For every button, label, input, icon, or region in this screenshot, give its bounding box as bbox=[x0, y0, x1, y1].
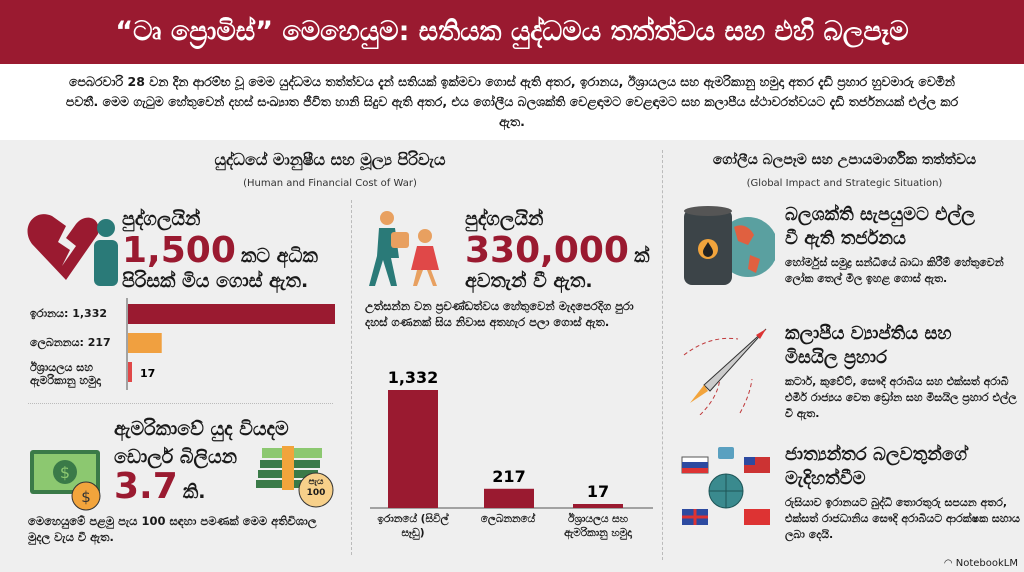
vbar-x-label: ලෙබනනයේ bbox=[480, 513, 536, 525]
hbar-label: ඊශ්‍රායලය සහ ඇමරිකානු හමුදා bbox=[30, 361, 101, 387]
money-icon: $ $ bbox=[30, 450, 101, 511]
intl-powers-title-2: මැදිහත්වීම bbox=[785, 468, 866, 489]
hbar-label: ලෙබනනය: 217 bbox=[30, 336, 111, 349]
hours-badge-number: 100 bbox=[306, 488, 326, 498]
deaths-label: පුද්ගලයින් bbox=[122, 208, 201, 230]
energy-threat-title-1: බලශක්ති සැපයුමට එල්ල bbox=[785, 204, 975, 225]
right-section-subtitle: (Global Impact and Strategic Situation) bbox=[746, 178, 943, 189]
cost-description: මෙහෙයුමේ පළමු පැය 100 සඳහා පමණක් මෙම අති… bbox=[28, 514, 317, 544]
hbar-bar bbox=[128, 304, 335, 324]
international-powers-icon bbox=[681, 447, 770, 525]
svg-text:$: $ bbox=[60, 463, 70, 482]
cost-unit: කි. bbox=[182, 481, 206, 503]
right-section-title: ගෝලීය බලපෑම සහ උපායමාර්ගික තත්ත්වය bbox=[712, 152, 977, 168]
hbar-bar bbox=[128, 362, 132, 382]
hbar-label: ඉරානය: 1,332 bbox=[30, 307, 108, 320]
intro-text: පෙබරවාරි 28 වන දින ආරම්භ වූ මෙම යුද්ධමය … bbox=[0, 64, 1024, 140]
intl-powers-desc: රුසියාව ඉරානයට බුද්ධි තොරතුරු සපයන අතර, … bbox=[785, 496, 1020, 541]
vbar-value-label: 217 bbox=[492, 467, 525, 486]
section-divider bbox=[662, 150, 663, 560]
vbar-value-label: 17 bbox=[587, 482, 609, 501]
cost-label-2: ඩොලර් බිලියන bbox=[114, 446, 238, 468]
svg-text:$: $ bbox=[81, 488, 91, 506]
title-banner: “ටෘ ප්‍රොමිස්” මෙහෙයුම: සතියක යුද්ධමය තත… bbox=[0, 0, 1024, 64]
column-divider bbox=[351, 200, 352, 555]
cost-number: 3.7 bbox=[114, 466, 178, 507]
regional-spread-desc: කටාර්, කුවේට්, සෞදි අරාබිය සහ එක්සත් අරා… bbox=[785, 375, 1017, 420]
energy-threat-title-2: වී ඇති තර්ජනය bbox=[785, 228, 906, 249]
horizontal-bar-chart: 17 bbox=[126, 298, 335, 390]
deaths-number: 1,500 bbox=[122, 230, 236, 271]
broken-heart-person-icon bbox=[27, 214, 118, 286]
missile-icon bbox=[683, 328, 767, 415]
hbar-bar bbox=[128, 333, 162, 353]
left-section-title: යුද්ධයේ මානුෂීය සහ මූල්‍ය පිරිවැය bbox=[214, 150, 446, 169]
displaced-unit: ක් bbox=[634, 245, 650, 267]
vbar-x-label: ඉරානයේ (සිවිල් සෑඩු) bbox=[377, 513, 449, 539]
vbar-bar bbox=[573, 504, 623, 508]
deaths-text: පිරිසක් මිය ගොස් ඇත. bbox=[122, 270, 309, 292]
brand-label: NotebookLM bbox=[955, 558, 1018, 569]
oil-barrel-globe-icon bbox=[684, 206, 775, 285]
regional-spread-title-2: මිසයිල ප්‍රහාර bbox=[785, 347, 887, 368]
displaced-number: 330,000 bbox=[465, 230, 629, 271]
hbar-value-label: 17 bbox=[140, 367, 155, 380]
hours-badge-label: පැය bbox=[308, 477, 324, 487]
notebooklm-logo: ◠ NotebookLM bbox=[943, 558, 1018, 569]
dotted-divider bbox=[28, 403, 333, 404]
vbar-bar bbox=[484, 488, 534, 508]
cash-stack-icon bbox=[256, 446, 334, 508]
regional-spread-title-1: කලාපීය ව්‍යාප්තිය සහ bbox=[785, 323, 952, 344]
cost-label-1: ඇමරිකාවේ යුද වියදම bbox=[114, 418, 289, 440]
vbar-x-label: ඊශ්‍රායලය සහ ඇමරිකානු හමුදා bbox=[564, 513, 632, 539]
displaced-label: පුද්ගලයින් bbox=[465, 208, 544, 230]
vbar-value-label: 1,332 bbox=[388, 368, 439, 387]
displaced-text: අවතැන් වී ඇත. bbox=[465, 270, 593, 292]
energy-threat-desc: හෝර්මුස් සමුද්‍ර සන්ධියේ බාධා කිරීම් හේත… bbox=[785, 256, 1004, 285]
vbar-bar bbox=[388, 390, 438, 508]
intl-powers-title-1: ජාත්‍යන්තර බලවතුන්ගේ bbox=[785, 444, 967, 465]
vertical-bar-chart: 1,332 217 17 bbox=[370, 368, 653, 509]
page-title: “ටෘ ප්‍රොමිස්” මෙහෙයුම: සතියක යුද්ධමය තත… bbox=[115, 16, 909, 47]
displaced-people-icon bbox=[369, 211, 439, 286]
left-section-subtitle: (Human and Financial Cost of War) bbox=[243, 178, 417, 189]
displaced-description: උත්සන්න වන ප්‍රචණ්ඩත්වය හේතුවෙන් මැදපෙරද… bbox=[365, 299, 634, 329]
deaths-qualifier: කට අධික bbox=[240, 245, 318, 267]
